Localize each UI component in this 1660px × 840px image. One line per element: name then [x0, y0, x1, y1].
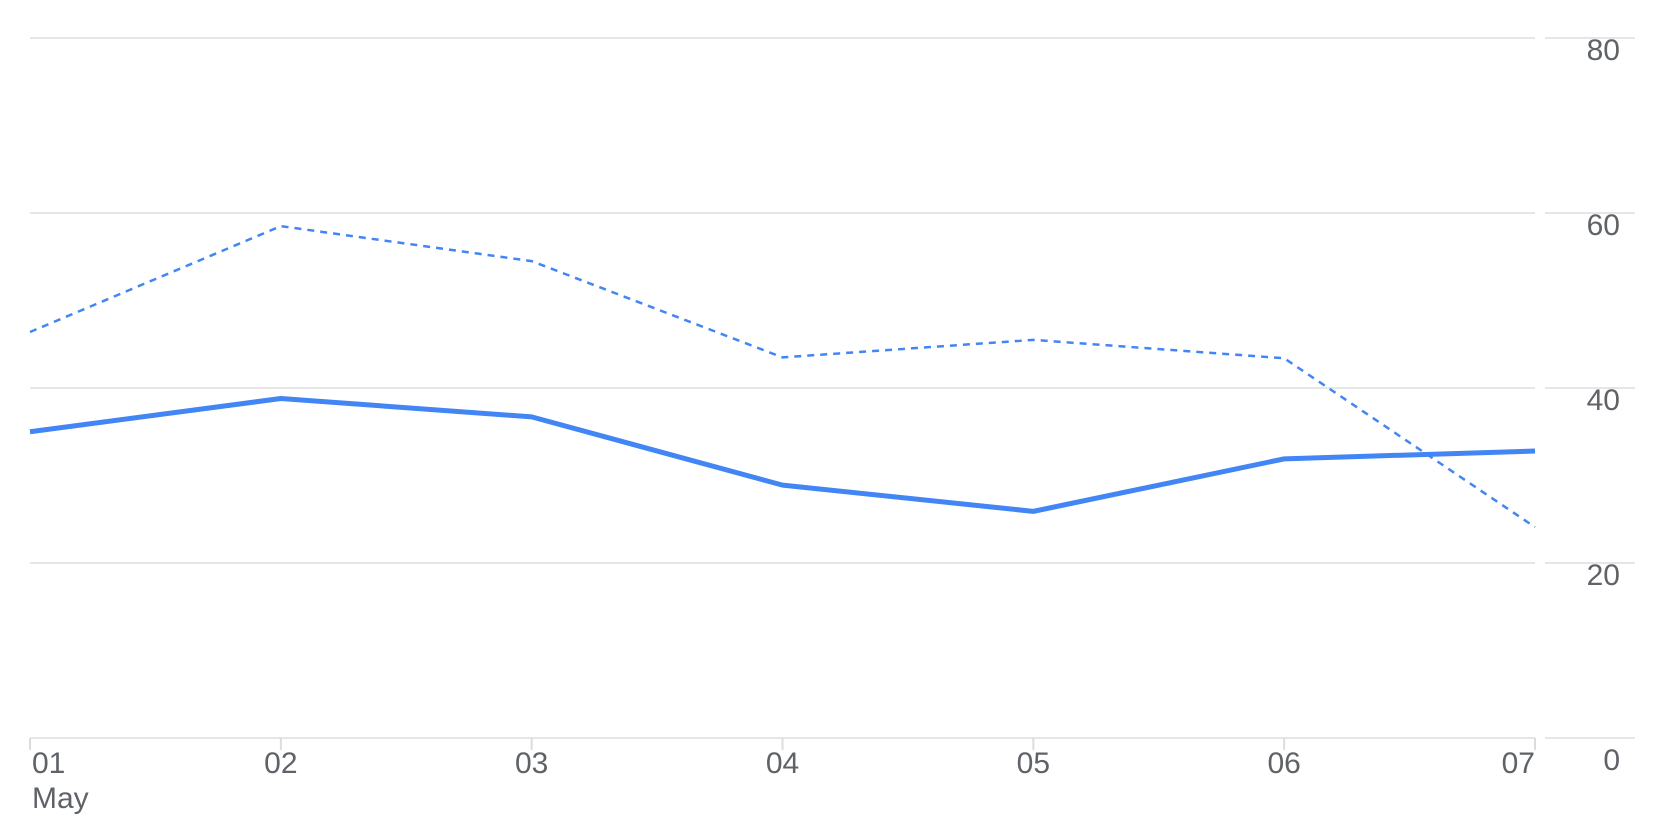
series-group — [29, 224, 1536, 529]
y-tick-label-0: 0 — [1603, 744, 1620, 777]
x-axis: 01 02 03 04 05 06 07 May — [29, 738, 1536, 815]
x-tick-label-06: 06 — [1267, 747, 1300, 780]
x-tick-label-03: 03 — [515, 747, 548, 780]
x-tick-label-01: 01 — [32, 747, 65, 780]
y-tick-label-20: 20 — [1587, 559, 1620, 592]
x-tick-label-07: 07 — [1502, 747, 1535, 780]
y-tick-label-60: 60 — [1587, 209, 1620, 242]
y-axis: 0 20 40 60 80 — [1587, 34, 1620, 777]
x-tick-label-05: 05 — [1017, 747, 1050, 780]
y-tick-label-40: 40 — [1587, 384, 1620, 417]
x-tick-label-04: 04 — [766, 747, 799, 780]
series-line-solid — [29, 396, 1536, 514]
x-month-label: May — [32, 782, 89, 815]
y-tick-label-80: 80 — [1587, 34, 1620, 67]
grid — [30, 37, 1635, 739]
series-line-dashed — [29, 224, 1536, 529]
x-tick-label-02: 02 — [264, 747, 297, 780]
